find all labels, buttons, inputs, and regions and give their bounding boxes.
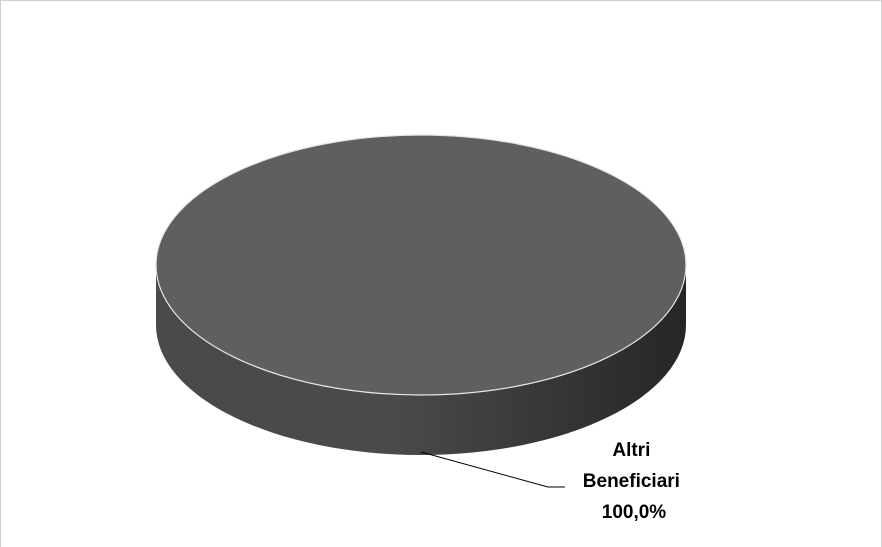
data-label: Altri Beneficiari 100,0% xyxy=(583,440,685,523)
pie-slice-top xyxy=(155,134,687,396)
data-label-name: Altri xyxy=(612,440,650,461)
leader-line xyxy=(420,451,565,488)
data-label-percent: 100,0% xyxy=(602,502,667,523)
pie-slice-side xyxy=(156,265,686,455)
data-label-name-line2: Beneficiari xyxy=(583,471,680,492)
